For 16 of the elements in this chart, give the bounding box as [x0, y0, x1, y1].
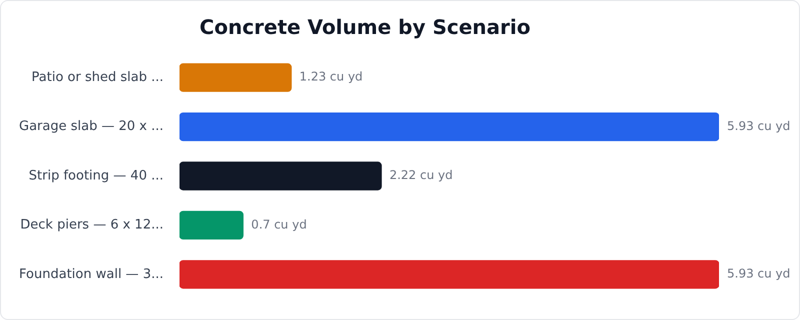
bar: [180, 260, 719, 289]
data-label: 1.23 cu yd: [299, 70, 363, 84]
y-tick-label: Patio or shed slab ...: [32, 70, 164, 85]
data-label: 0.7 cu yd: [251, 217, 307, 232]
bar: [180, 162, 382, 190]
y-tick-label: Deck piers — 6 x 12...: [20, 218, 164, 233]
bar: [180, 210, 244, 240]
chart-title: Concrete Volume by Scenario: [200, 15, 530, 40]
y-tick-label: Foundation wall — 3...: [19, 266, 164, 282]
data-label: 5.93 cu yd: [727, 266, 790, 281]
y-tick-label: Strip footing — 40 ...: [28, 168, 164, 184]
bar: [180, 112, 719, 142]
y-tick-label: Garage slab — 20 x ...: [19, 119, 164, 134]
data-label: 2.22 cu yd: [389, 168, 453, 182]
bar: [180, 63, 292, 92]
data-label: 5.93 cu yd: [727, 118, 790, 133]
